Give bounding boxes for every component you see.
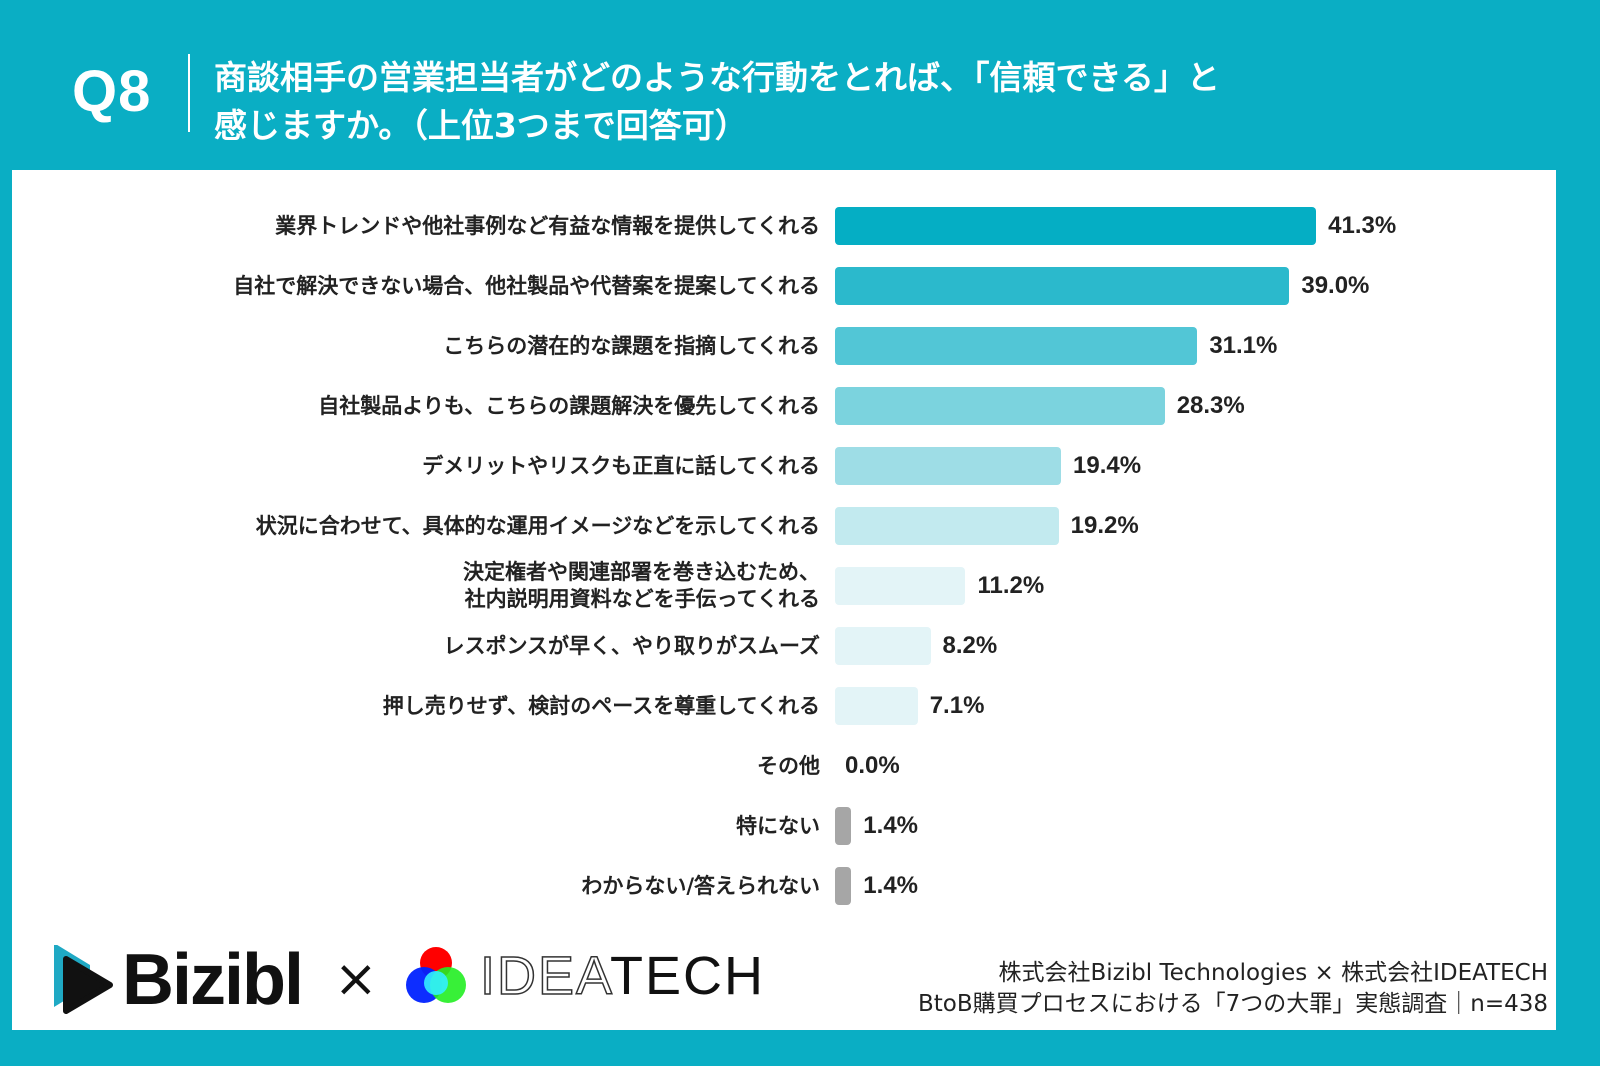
- bar-row: その他 0.0%: [12, 736, 1556, 796]
- category-label: 押し売りせず、検討のペースを尊重してくれる: [382, 693, 820, 718]
- bizibl-logo: Bizibl: [122, 940, 304, 1020]
- value-label: 19.2%: [1070, 512, 1139, 539]
- bar: [835, 387, 1165, 425]
- bar-row: デメリットやリスクも正直に話してくれる 19.4%: [12, 436, 1556, 496]
- bizibl-play-icon: [54, 945, 113, 1014]
- credit-companies: 株式会社Bizibl Technologies × 株式会社IDEATECH: [998, 960, 1548, 986]
- bar-row: 業界トレンドや他社事例など有益な情報を提供してくれる 41.3%: [12, 196, 1556, 256]
- category-label: デメリットやリスクも正直に話してくれる: [422, 453, 820, 478]
- bar: [835, 627, 931, 665]
- logos: Bizibl × IDEATECH: [52, 940, 772, 1020]
- category-label: こちらの潜在的な課題を指摘してくれる: [443, 333, 820, 358]
- ideatech-color-icon: [406, 947, 466, 1003]
- bar: [835, 447, 1061, 485]
- value-label: 7.1%: [929, 692, 985, 719]
- bar: [835, 867, 852, 905]
- bar-row: 押し売りせず、検討のペースを尊重してくれる 7.1%: [12, 676, 1556, 736]
- bar-row: 自社で解決できない場合、他社製品や代替案を提案してくれる 39.0%: [12, 256, 1556, 316]
- bar-row: こちらの潜在的な課題を指摘してくれる 31.1%: [12, 316, 1556, 376]
- bar: [835, 567, 966, 605]
- divider: [188, 54, 190, 132]
- value-label: 39.0%: [1301, 272, 1370, 299]
- value-label: 19.4%: [1073, 452, 1142, 479]
- category-label: 自社で解決できない場合、他社製品や代替案を提案してくれる: [233, 273, 820, 298]
- question-number: Q8: [72, 59, 152, 124]
- bar-row: わからない/答えられない 1.4%: [12, 856, 1556, 916]
- bar: [835, 807, 852, 845]
- ideatech-logo-outline: IDEA: [479, 945, 611, 1007]
- value-label: 11.2%: [977, 572, 1045, 599]
- category-label: わからない/答えられない: [581, 873, 820, 898]
- category-label: 業界トレンドや他社事例など有益な情報を提供してくれる: [275, 213, 820, 238]
- value-label: 1.4%: [863, 812, 918, 839]
- times-sign: ×: [334, 949, 378, 1009]
- chart-panel: 業界トレンドや他社事例など有益な情報を提供してくれる 41.3% 自社で解決できない…: [12, 170, 1556, 1030]
- value-label: 41.3%: [1328, 212, 1397, 239]
- credit-survey: BtoB購買プロセスにおける「7つの大罪」実態調査｜n=438: [917, 991, 1548, 1017]
- survey-credit: 株式会社Bizibl Technologies × 株式会社IDEATECH B…: [918, 958, 1548, 1020]
- bar-row: 決定権者や関連部署を巻き込むため、 社内説明用資料などを手伝ってくれる 11.2%: [12, 556, 1556, 616]
- bar: [835, 507, 1059, 545]
- bar-row: 状況に合わせて、具体的な運用イメージなどを示してくれる 19.2%: [12, 496, 1556, 556]
- category-label: 状況に合わせて、具体的な運用イメージなどを示してくれる: [255, 513, 820, 538]
- bar: [835, 207, 1317, 245]
- ideatech-logo-solid: TECH: [610, 946, 766, 1006]
- bar-row: レスポンスが早く、やり取りがスムーズ 8.2%: [12, 616, 1556, 676]
- category-label: レスポンスが早く、やり取りがスムーズ: [443, 633, 820, 658]
- bar-row: 自社製品よりも、こちらの課題解決を優先してくれる 28.3%: [12, 376, 1556, 436]
- value-label: 0.0%: [845, 752, 900, 779]
- ideatech-logo: IDEATECH: [479, 945, 766, 1007]
- value-label: 8.2%: [942, 632, 998, 659]
- bar-row: 特にない 1.4%: [12, 796, 1556, 856]
- category-label: 特にない: [736, 813, 820, 838]
- value-label: 1.4%: [863, 872, 918, 899]
- category-label: 自社製品よりも、こちらの課題解決を優先してくれる: [318, 393, 820, 418]
- value-label: 31.1%: [1209, 332, 1278, 359]
- question-title: 商談相手の営業担当者がどのような行動をとれば、「信頼できる」と 感じますか。（上…: [214, 58, 1220, 145]
- category-label: その他: [757, 753, 820, 778]
- bar: [835, 327, 1198, 365]
- value-label: 28.3%: [1176, 392, 1245, 419]
- bar: [835, 687, 918, 725]
- category-label: 決定権者や関連部署を巻き込むため、 社内説明用資料などを手伝ってくれる: [463, 560, 820, 611]
- bar: [835, 267, 1290, 305]
